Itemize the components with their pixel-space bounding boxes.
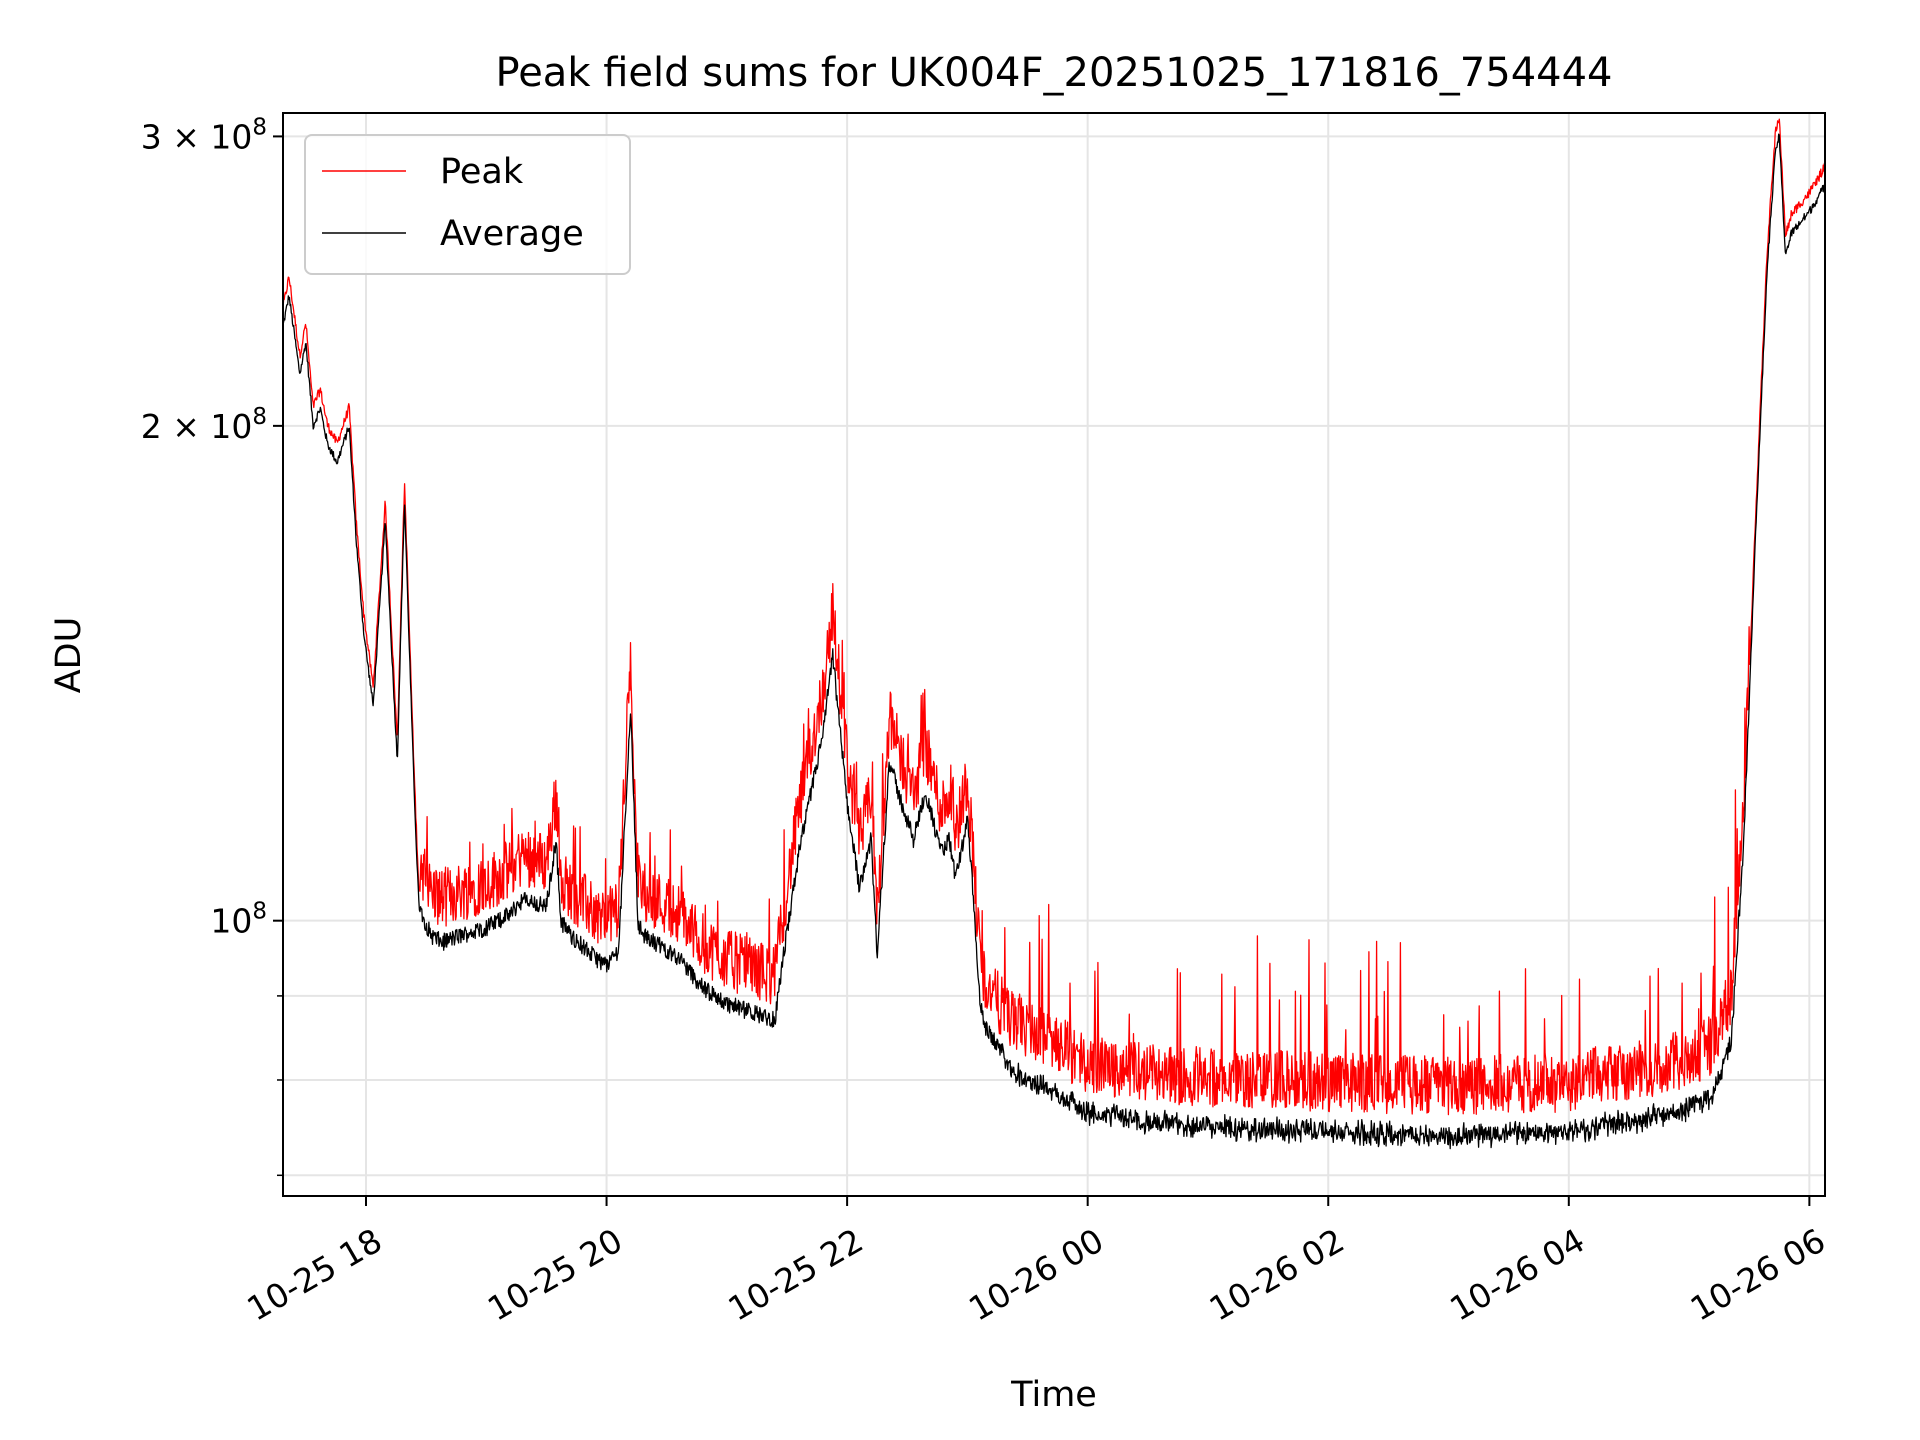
plot-frame xyxy=(282,112,1826,1197)
grid-lines xyxy=(283,113,1825,1196)
y-tick-base: 10 xyxy=(210,117,252,156)
y-tick-exponent: 8 xyxy=(252,899,267,925)
chart-title: Peak field sums for UK004F_20251025_1718… xyxy=(496,50,1613,96)
series-line-average xyxy=(282,133,1826,1150)
series-line-peak xyxy=(282,118,1826,1116)
x-axis-label: Time xyxy=(1010,1375,1097,1415)
legend: Peak Average xyxy=(304,134,631,275)
y-axis-label: ADU xyxy=(49,617,89,694)
legend-box xyxy=(304,134,631,275)
y-tick-exponent: 8 xyxy=(252,114,267,140)
legend-label-peak: Peak xyxy=(440,152,524,192)
y-tick-label: 3 × 108 xyxy=(141,114,267,156)
y-tick-base: 10 xyxy=(210,407,252,446)
y-tick-exponent: 8 xyxy=(252,404,267,430)
series-layer xyxy=(282,118,1826,1150)
y-tick-coefficient: 3 × xyxy=(141,117,211,156)
y-tick-label: 108 xyxy=(210,899,267,941)
y-tick-label: 2 × 108 xyxy=(141,404,267,446)
y-tick-coefficient: 2 × xyxy=(141,407,211,446)
y-tick-base: 10 xyxy=(210,902,252,941)
legend-label-average: Average xyxy=(440,214,584,254)
